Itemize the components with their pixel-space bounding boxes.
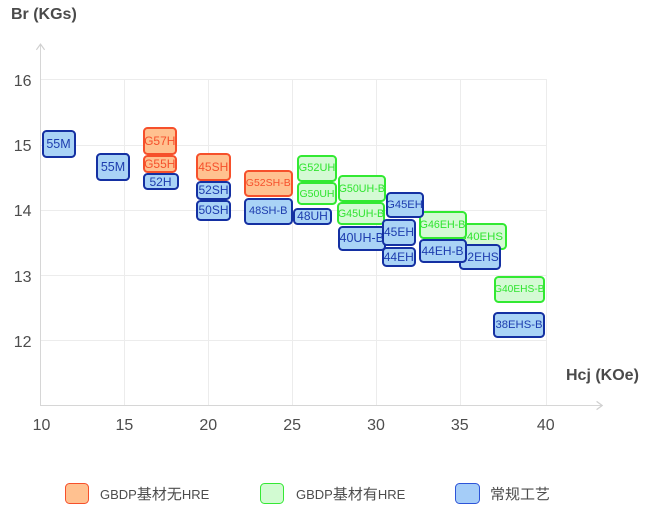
svg-text:HRE: HRE <box>181 487 209 502</box>
svg-text:GBDP: GBDP <box>296 487 333 502</box>
svg-text:HRE: HRE <box>377 487 405 502</box>
svg-text:GBDP: GBDP <box>100 487 137 502</box>
